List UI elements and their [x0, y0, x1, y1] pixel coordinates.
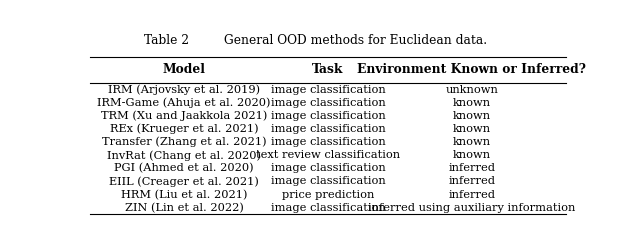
Text: image classification: image classification [271, 124, 385, 134]
Text: inferred: inferred [449, 176, 495, 186]
Text: price prediction: price prediction [282, 190, 374, 200]
Text: image classification: image classification [271, 85, 385, 95]
Text: known: known [452, 111, 491, 121]
Text: known: known [452, 150, 491, 160]
Text: inferred: inferred [449, 163, 495, 173]
Text: IRM (Arjovsky et al. 2019): IRM (Arjovsky et al. 2019) [108, 85, 260, 95]
Text: Model: Model [163, 63, 205, 76]
Text: PGI (Ahmed et al. 2020): PGI (Ahmed et al. 2020) [115, 163, 254, 173]
Text: inferred: inferred [449, 190, 495, 200]
Text: InvRat (Chang et al. 2020): InvRat (Chang et al. 2020) [107, 150, 261, 160]
Text: TRM (Xu and Jaakkola 2021): TRM (Xu and Jaakkola 2021) [101, 111, 268, 121]
Text: known: known [452, 124, 491, 134]
Text: image classification: image classification [271, 137, 385, 147]
Text: inferred using auxiliary information: inferred using auxiliary information [368, 203, 575, 213]
Text: image classification: image classification [271, 203, 385, 213]
Text: text review classification: text review classification [256, 150, 400, 160]
Text: image classification: image classification [271, 163, 385, 173]
Text: image classification: image classification [271, 98, 385, 108]
Text: known: known [452, 98, 491, 108]
Text: EIIL (Creager et al. 2021): EIIL (Creager et al. 2021) [109, 176, 259, 187]
Text: Task: Task [312, 63, 344, 76]
Text: Transfer (Zhang et al. 2021): Transfer (Zhang et al. 2021) [102, 137, 266, 147]
Text: known: known [452, 137, 491, 147]
Text: Environment Known or Inferred?: Environment Known or Inferred? [357, 63, 586, 76]
Text: unknown: unknown [445, 85, 499, 95]
Text: HRM (Liu et al. 2021): HRM (Liu et al. 2021) [121, 189, 248, 200]
Text: IRM-Game (Ahuja et al. 2020): IRM-Game (Ahuja et al. 2020) [97, 98, 271, 108]
Text: image classification: image classification [271, 111, 385, 121]
Text: REx (Krueger et al. 2021): REx (Krueger et al. 2021) [110, 124, 259, 134]
Text: ZIN (Lin et al. 2022): ZIN (Lin et al. 2022) [125, 203, 244, 213]
Text: Table 2: Table 2 [144, 34, 189, 47]
Text: General OOD methods for Euclidean data.: General OOD methods for Euclidean data. [224, 34, 487, 47]
Text: image classification: image classification [271, 176, 385, 186]
